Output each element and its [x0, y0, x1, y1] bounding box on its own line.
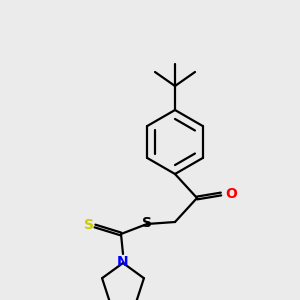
Text: S: S	[142, 216, 152, 230]
Text: S: S	[84, 218, 94, 232]
Text: O: O	[225, 187, 237, 201]
Text: N: N	[117, 255, 129, 269]
